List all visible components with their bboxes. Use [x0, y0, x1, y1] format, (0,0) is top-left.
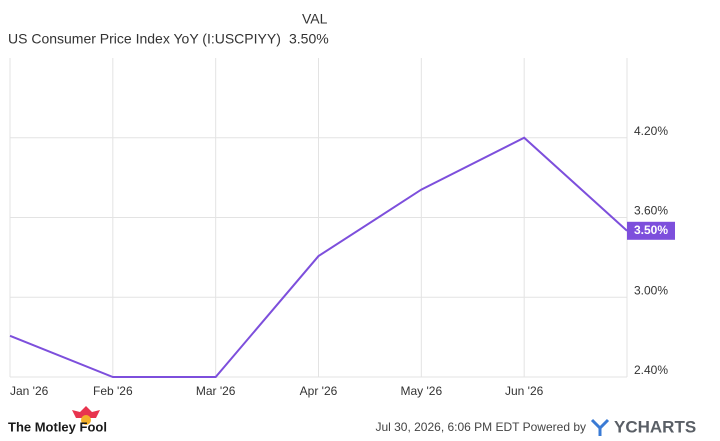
value-label-box: [627, 221, 675, 240]
legend-series-name: US Consumer Price Index YoY (I:USCPIYY): [8, 31, 281, 47]
x-tick-label: Apr '26: [300, 384, 338, 398]
line: [9, 136, 628, 378]
provider: YCHARTS: [614, 417, 696, 436]
value-label: 3.50%: [634, 223, 668, 237]
y-tick-label: 3.60%: [634, 204, 668, 218]
y-tick-label: 4.20%: [634, 124, 668, 138]
x-tick-label: May '26: [401, 384, 443, 398]
y-tick-label: 3.00%: [634, 283, 668, 297]
motley-fool-logo: [72, 406, 100, 425]
legend-value: 3.50%: [289, 31, 329, 47]
legend-column-header: VAL: [302, 11, 328, 27]
x-tick-label: Feb '26: [93, 384, 133, 398]
brand: The Motley Fool: [8, 419, 107, 434]
y-tick-label: 2.40%: [634, 363, 668, 377]
x-tick-label: Jun '26: [505, 384, 544, 398]
source-note: Jul 30, 2026, 6:06 PM EDT Powered by: [375, 420, 586, 434]
x-tick-label: Jan '26: [10, 384, 49, 398]
provider-icon: [590, 418, 610, 436]
x-tick-label: Mar '26: [196, 384, 236, 398]
